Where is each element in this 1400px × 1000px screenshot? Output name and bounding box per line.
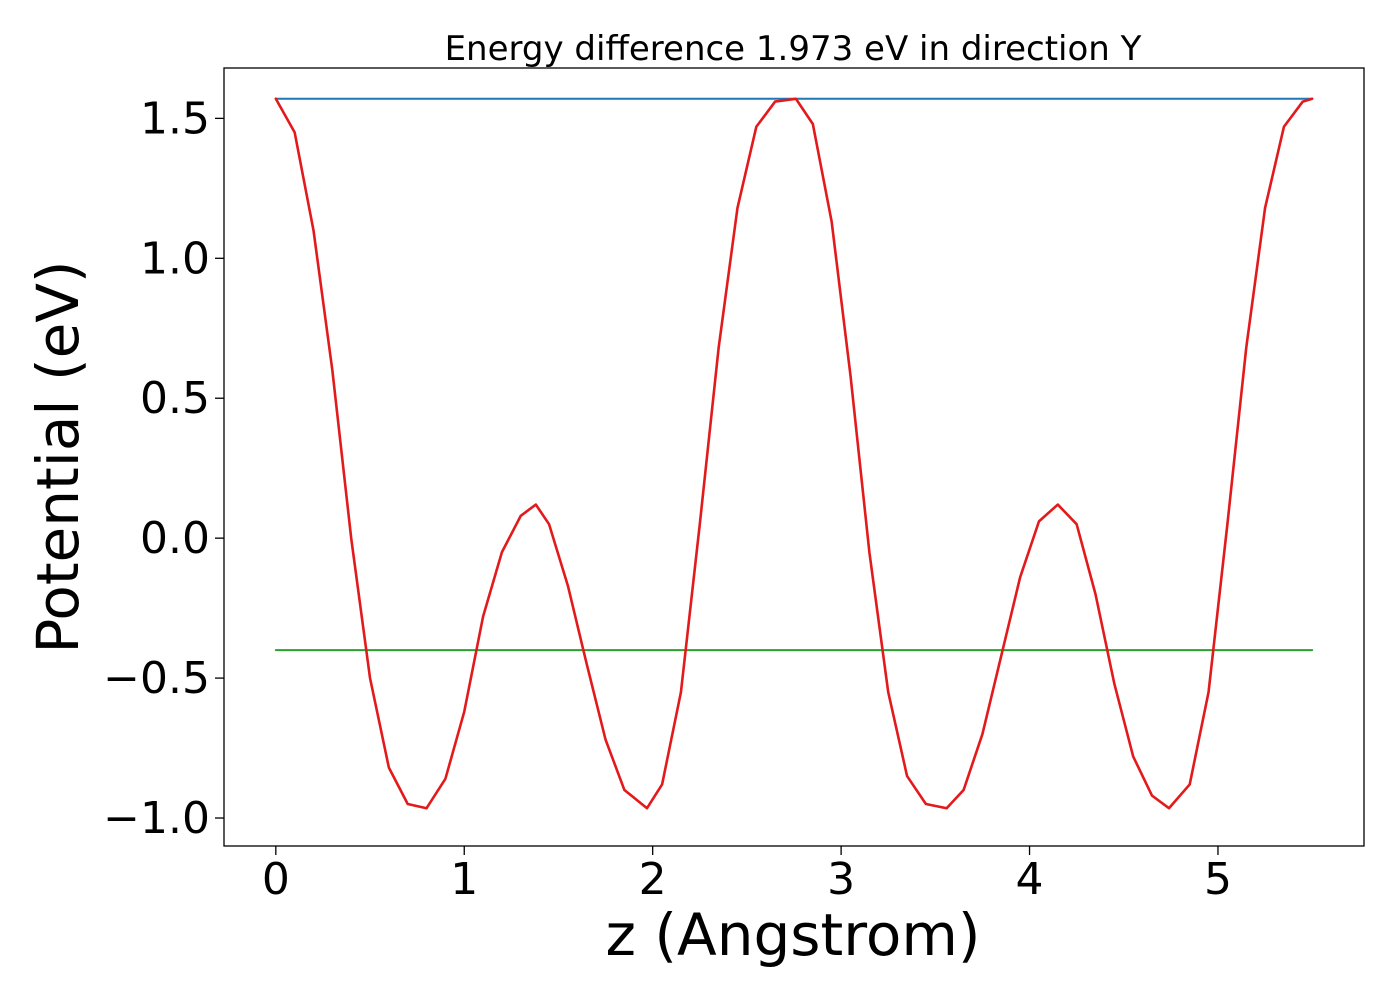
x-tick-label: 1 (450, 854, 478, 905)
x-axis-ticks: 0 1 2 3 4 5 (262, 846, 1232, 905)
plot-area-frame (223, 67, 1365, 847)
x-tick-label: 5 (1204, 854, 1232, 905)
y-tick-label: −0.5 (103, 653, 210, 704)
y-axis-ticks: −1.0 −0.5 0.0 0.5 1.0 1.5 (103, 93, 224, 844)
y-axis-title: Potential (eV) (24, 260, 92, 653)
y-tick-label: 1.0 (140, 233, 210, 284)
series-layer (274, 97, 1314, 810)
x-axis-title: z (Angstrom) (606, 901, 981, 969)
y-tick-label: 0.5 (140, 373, 210, 424)
y-tick-label: −1.0 (103, 793, 210, 844)
y-tick-label: 1.5 (140, 93, 210, 144)
chart-title: Energy difference 1.973 eV in direction … (445, 29, 1142, 69)
y-tick-label: 0.0 (140, 513, 210, 564)
x-tick-label: 4 (1016, 854, 1044, 905)
potential-curve (274, 97, 1314, 810)
x-tick-label: 3 (827, 854, 855, 905)
x-tick-label: 2 (639, 854, 667, 905)
x-tick-label: 0 (262, 854, 290, 905)
